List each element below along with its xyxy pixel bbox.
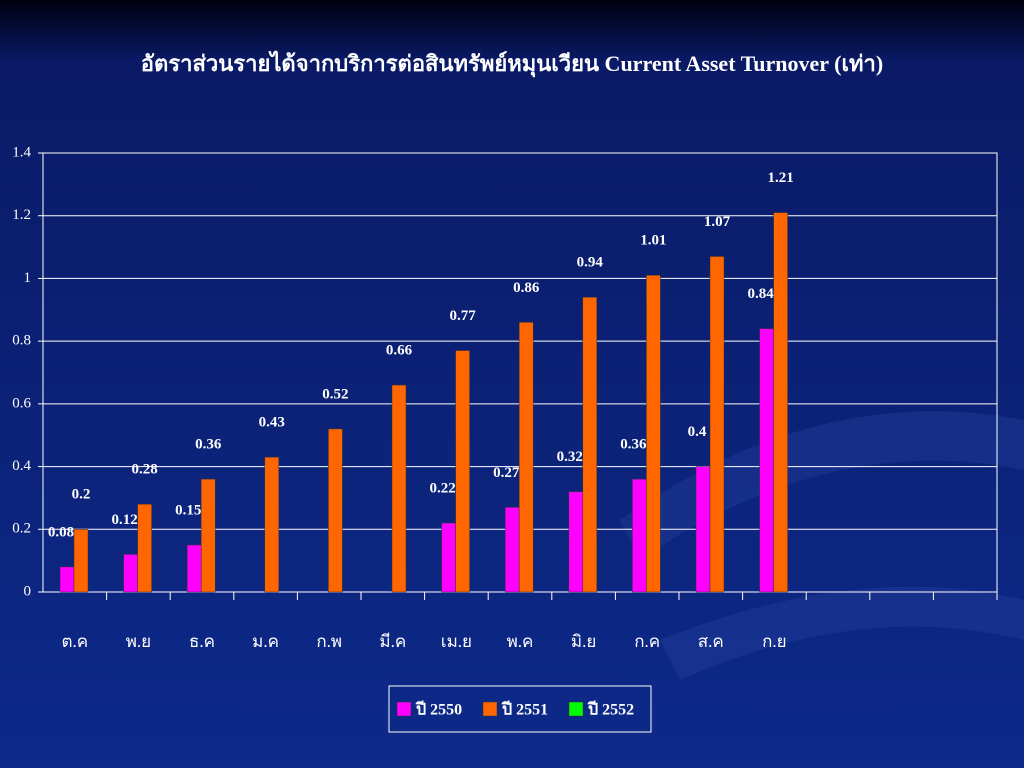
x-tick-label: มิ.ย bbox=[571, 632, 596, 651]
bar bbox=[518, 322, 534, 593]
x-tick-label: ม.ค bbox=[252, 632, 279, 651]
data-label: 0.86 bbox=[513, 280, 540, 296]
x-tick-label: พ.ค bbox=[507, 632, 534, 651]
x-tick-label: พ.ย bbox=[126, 632, 151, 651]
data-label: 0.27 bbox=[493, 465, 520, 481]
bar bbox=[200, 478, 216, 593]
data-label: 0.36 bbox=[620, 437, 647, 453]
bar bbox=[455, 350, 470, 593]
legend-box bbox=[388, 685, 652, 733]
bar bbox=[123, 554, 138, 593]
y-tick-label: 0 bbox=[24, 583, 32, 599]
bar bbox=[773, 212, 788, 593]
bar bbox=[328, 428, 343, 593]
bar bbox=[264, 456, 280, 593]
bar bbox=[568, 491, 584, 593]
chart-title: อัตราส่วนรายได้จากบริการต่อสินทรัพย์หมุน… bbox=[141, 50, 883, 78]
data-label: 0.12 bbox=[111, 512, 137, 528]
data-label: 1.07 bbox=[704, 214, 731, 230]
data-label: 0.28 bbox=[131, 462, 157, 478]
data-label: 0.94 bbox=[577, 255, 604, 271]
data-label: 0.36 bbox=[195, 437, 222, 453]
data-label: 0.43 bbox=[259, 415, 285, 431]
y-tick-label: 1.2 bbox=[12, 207, 31, 223]
data-label: 0.22 bbox=[429, 480, 455, 496]
x-tick-label: เม.ย bbox=[441, 632, 472, 651]
y-tick-label: 0.4 bbox=[12, 458, 31, 474]
data-label: 1.21 bbox=[767, 170, 793, 186]
legend-swatch bbox=[396, 701, 412, 717]
bar bbox=[391, 384, 407, 593]
y-tick-label: 0.6 bbox=[12, 395, 31, 411]
bar bbox=[759, 328, 774, 593]
y-tick-label: 1 bbox=[24, 270, 32, 286]
data-label: 0.2 bbox=[72, 487, 91, 503]
data-label: 0.66 bbox=[386, 342, 413, 358]
bar bbox=[646, 275, 661, 593]
data-label: 0.32 bbox=[557, 449, 583, 465]
bar bbox=[73, 529, 89, 593]
data-label: 0.84 bbox=[747, 286, 774, 302]
legend-label: ปี 2552 bbox=[587, 700, 635, 719]
data-label: 0.15 bbox=[175, 502, 201, 518]
data-label: 0.08 bbox=[48, 524, 74, 540]
legend-label: ปี 2551 bbox=[501, 700, 549, 719]
y-tick-label: 0.8 bbox=[12, 333, 31, 349]
x-tick-label: ต.ค bbox=[61, 632, 88, 651]
x-tick-label: ก.ค bbox=[634, 632, 660, 651]
x-tick-label: ธ.ค bbox=[189, 632, 215, 651]
bar bbox=[441, 522, 456, 593]
x-tick-label: ส.ค bbox=[698, 632, 724, 651]
bar bbox=[632, 478, 647, 593]
data-label: 1.01 bbox=[640, 233, 666, 249]
legend-swatch bbox=[482, 701, 498, 717]
data-label: 0.77 bbox=[449, 308, 476, 324]
y-tick-label: 1.4 bbox=[12, 144, 31, 160]
bar bbox=[582, 296, 598, 593]
y-tick-label: 0.2 bbox=[12, 521, 31, 537]
bar bbox=[59, 566, 75, 593]
data-label: 0.4 bbox=[688, 424, 707, 440]
decoration bbox=[660, 586, 1024, 680]
x-tick-label: ก.พ bbox=[316, 632, 342, 651]
bar bbox=[695, 466, 711, 593]
bar bbox=[137, 503, 152, 593]
bar bbox=[504, 507, 520, 593]
legend-swatch bbox=[568, 701, 584, 717]
x-tick-label: มี.ค bbox=[379, 632, 406, 651]
legend-label: ปี 2550 bbox=[415, 700, 463, 719]
bar bbox=[186, 544, 202, 593]
x-tick-label: ก.ย bbox=[762, 632, 787, 651]
decoration bbox=[620, 411, 1024, 560]
data-label: 0.52 bbox=[322, 386, 348, 402]
bar bbox=[709, 256, 725, 593]
